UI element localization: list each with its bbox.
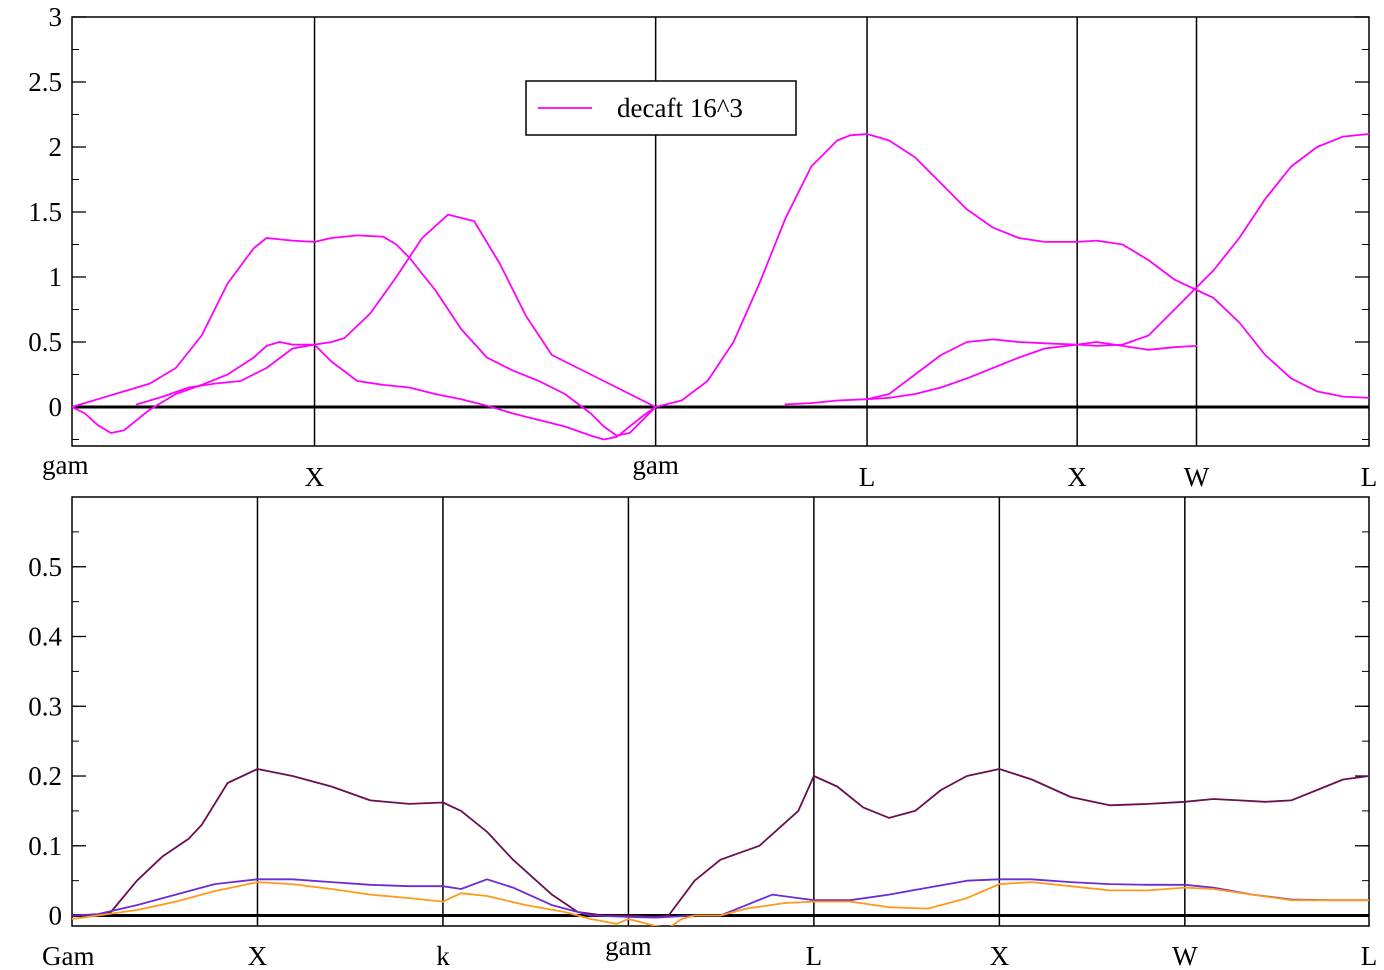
x-tick-label: k [436,941,450,970]
series-line-1 [72,213,657,434]
y-tick-label: 0 [49,392,63,422]
y-tick-label: 1 [49,262,63,292]
y-tick-label: 0.5 [28,552,62,582]
x-tick-label: L [1361,941,1378,970]
x-tick-label: gam [42,450,89,480]
x-tick-label: L [1361,462,1378,492]
legend-label: decaft 16^3 [617,93,743,123]
x-tick-label: L [859,462,876,492]
series-line-1 [72,768,1369,918]
x-tick-label: W [1172,941,1198,970]
y-tick-label: 0.1 [28,831,62,861]
x-tick-label: gam [605,931,652,961]
x-tick-label: L [806,941,823,970]
series-line-3 [72,881,1369,926]
series-line-3 [135,343,657,441]
y-tick-label: 0.4 [28,622,62,652]
plot-frame [71,16,1370,447]
y-tick-label: 0.2 [28,761,62,791]
x-tick-label: X [990,941,1010,970]
plot-frame [71,496,1370,927]
x-tick-label: X [305,462,325,492]
x-tick-label: gam [632,450,679,480]
x-tick-label: Gam [42,941,94,970]
y-tick-label: 0.3 [28,691,62,721]
series-line-4 [654,133,1369,408]
y-tick-label: 2 [49,132,63,162]
x-tick-label: X [1067,462,1087,492]
series-line-2 [72,878,1369,919]
y-tick-label: 0 [49,901,63,931]
y-tick-label: 3 [49,2,63,32]
legend: decaft 16^3 [525,80,797,136]
x-tick-label: W [1184,462,1210,492]
y-tick-label: 2.5 [28,67,62,97]
x-tick-label: X [248,941,268,970]
series-line-6 [866,341,1198,401]
series-line-2 [72,234,657,437]
series-line-5 [784,133,1369,406]
y-tick-label: 1.5 [28,197,62,227]
y-tick-label: 0.5 [28,327,62,357]
